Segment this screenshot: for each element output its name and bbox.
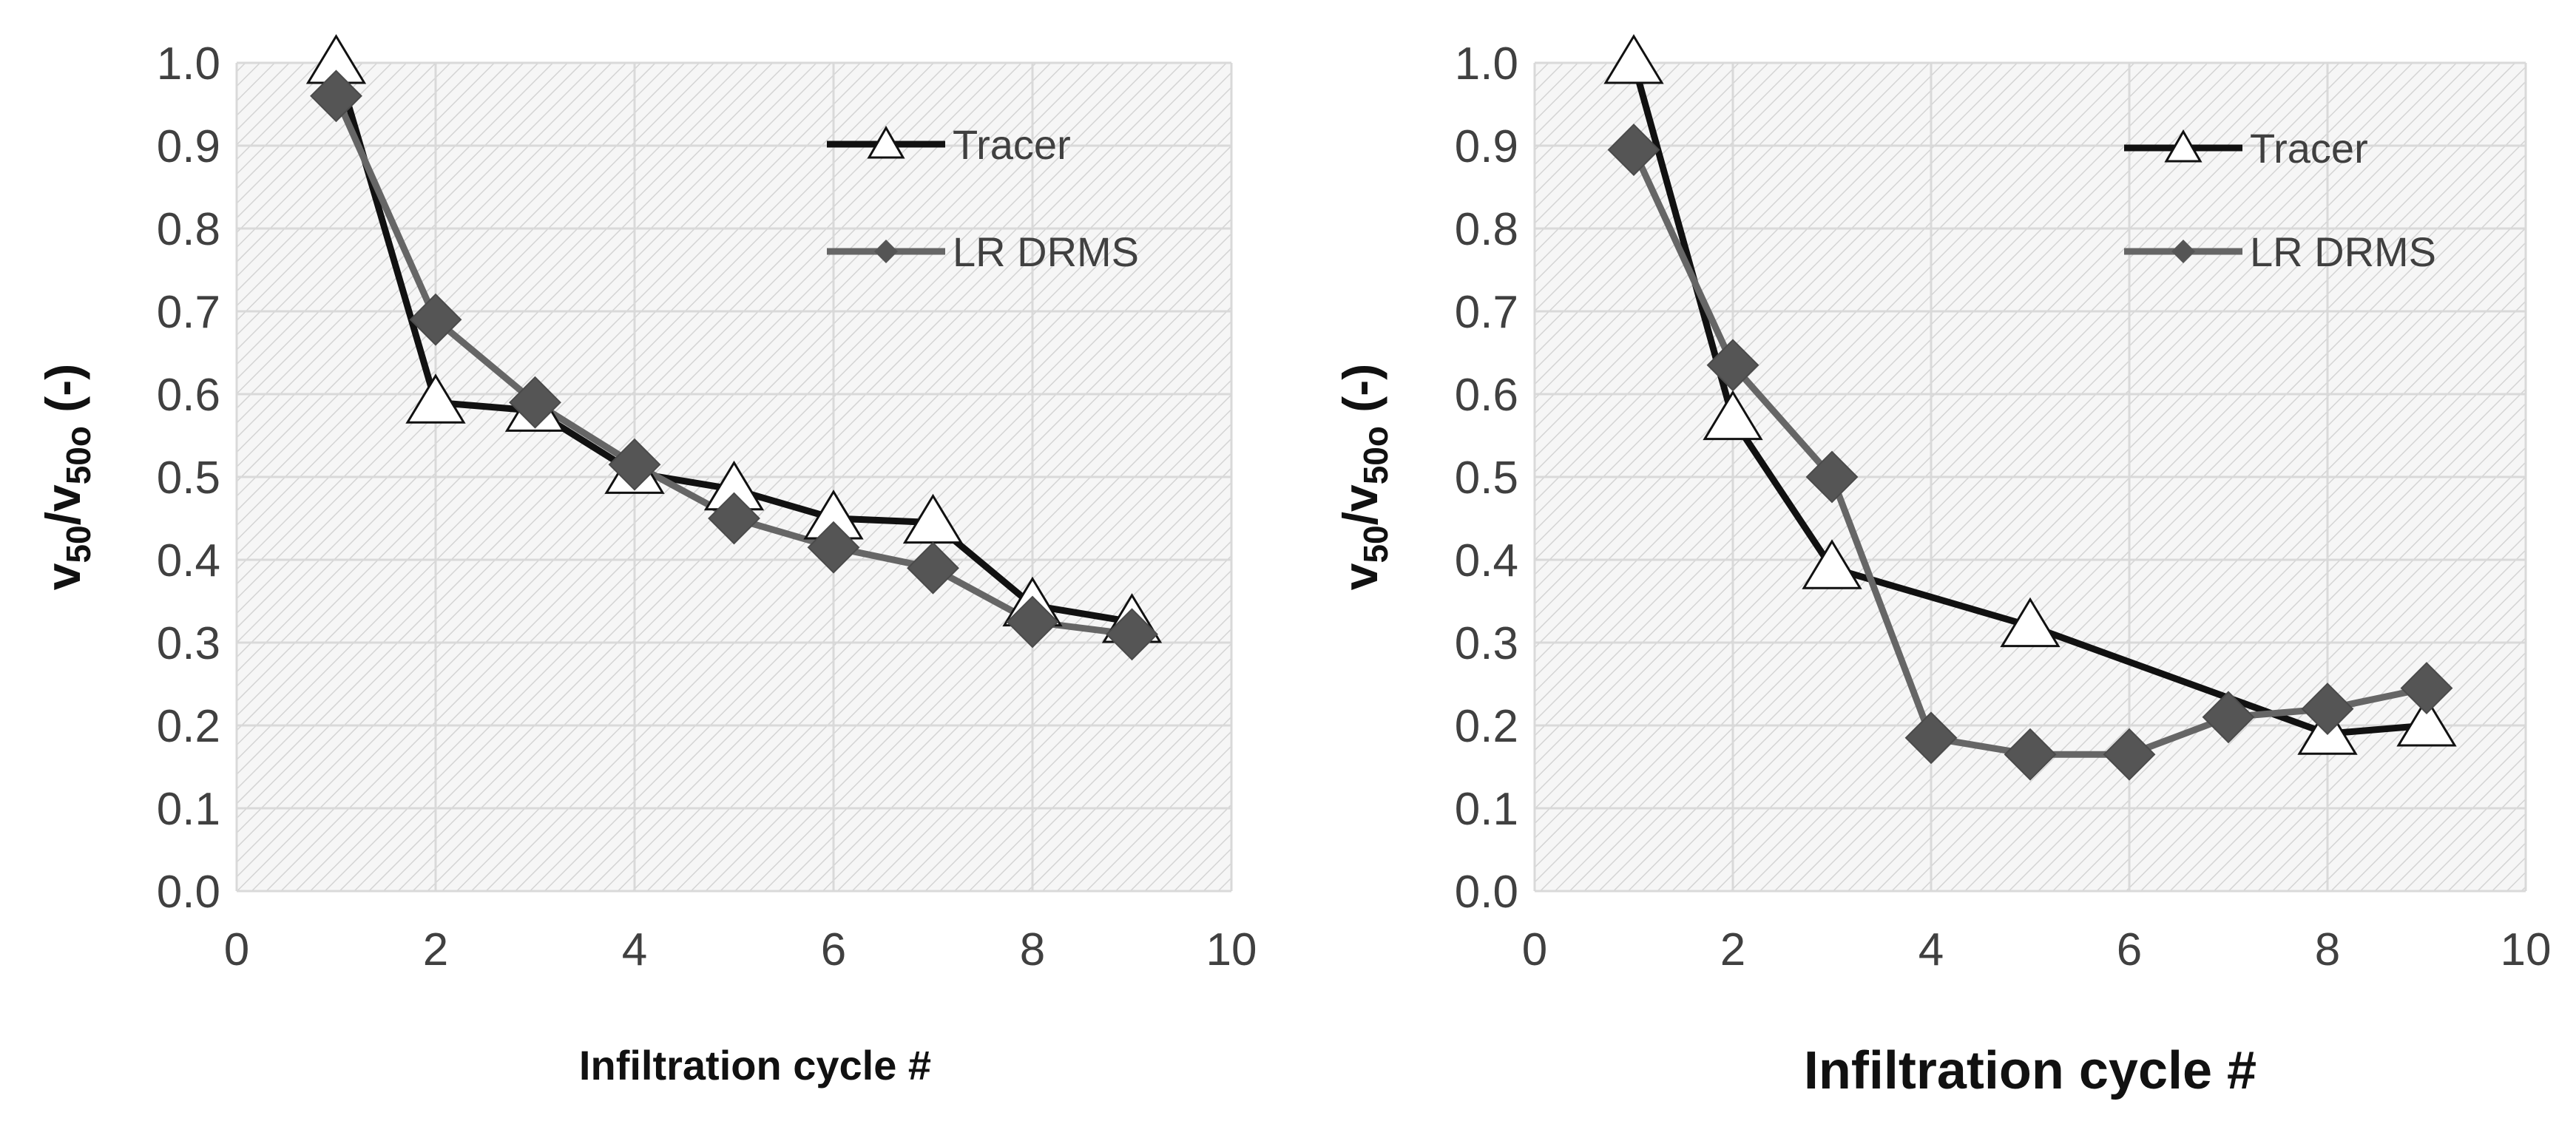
data-point-lr-drms xyxy=(1106,608,1158,661)
data-point-lr-drms xyxy=(1706,339,1759,392)
y-tick-label: 0.0 xyxy=(157,867,220,918)
y-tick-label: 0.6 xyxy=(1455,370,1518,421)
x-tick-label: 0 xyxy=(224,924,249,975)
data-point-lr-drms xyxy=(2004,728,2057,781)
data-point-lr-drms xyxy=(2103,728,2156,781)
y-axis-title: v50/v50o (-) xyxy=(36,364,98,591)
x-axis-title: Infiltration cycle # xyxy=(579,1042,931,1089)
data-point-tracer xyxy=(2000,597,2061,648)
data-point-lr-drms xyxy=(2202,691,2255,744)
data-point-tracer xyxy=(2396,697,2457,747)
data-point-lr-drms xyxy=(310,70,362,123)
series-layer xyxy=(1603,34,2457,781)
legend-label-lr-drms: LR DRMS xyxy=(2250,228,2436,275)
data-point-lr-drms xyxy=(907,541,959,595)
legend-item-lr-drms: LR DRMS xyxy=(827,228,1139,275)
y-tick-label: 1.0 xyxy=(1455,38,1518,89)
legend-item-tracer: Tracer xyxy=(827,121,1071,168)
legend-label-lr-drms: LR DRMS xyxy=(953,228,1139,275)
data-point-lr-drms xyxy=(1904,711,1958,765)
data-point-lr-drms xyxy=(1805,450,1859,504)
data-point-tracer xyxy=(405,373,466,424)
y-tick-label: 0.9 xyxy=(1455,121,1518,172)
y-tick-label: 0.4 xyxy=(1455,535,1518,586)
y-tick-label: 0.1 xyxy=(157,784,220,835)
y-tick-label: 0.1 xyxy=(1455,784,1518,835)
data-point-tracer xyxy=(1703,390,1763,441)
data-point-lr-drms xyxy=(509,376,561,429)
x-tick-label: 0 xyxy=(1522,924,1547,975)
y-tick-label: 0.2 xyxy=(1455,701,1518,752)
data-point-lr-drms xyxy=(608,438,661,491)
series-layer xyxy=(305,34,1163,661)
y-tick-label: 0.7 xyxy=(1455,287,1518,338)
x-tick-label: 8 xyxy=(1020,924,1045,975)
data-point-tracer xyxy=(1802,539,1862,589)
legend-label-tracer: Tracer xyxy=(2250,125,2368,172)
data-point-tracer xyxy=(1603,34,1664,84)
x-tick-labels: 0 2 4 6 8 10 xyxy=(224,924,1257,975)
legend-label-tracer: Tracer xyxy=(953,121,1071,168)
legend-triangle-marker xyxy=(2164,129,2203,163)
data-point-lr-drms xyxy=(409,293,462,346)
legend-item-lr-drms: LR DRMS xyxy=(2124,228,2436,275)
data-point-lr-drms xyxy=(2400,662,2453,715)
y-tick-labels: 0.0 0.1 0.2 0.3 0.4 0.5 0.6 0.7 0.8 0.9 1.0 xyxy=(1455,38,1518,918)
x-tick-label: 10 xyxy=(2501,924,2552,975)
legend-triangle-marker xyxy=(867,125,905,159)
y-tick-label: 0.8 xyxy=(1455,204,1518,255)
x-tick-label: 4 xyxy=(1919,924,1944,975)
legend-item-tracer: Tracer xyxy=(2124,125,2368,172)
legend: Tracer LR DRMS xyxy=(827,121,1139,275)
y-tick-label: 1.0 xyxy=(157,38,220,89)
chart-right: 0.0 0.1 0.2 0.3 0.4 0.5 0.6 0.7 0.8 0.9 1.0 0 2 4 6 8 1… xyxy=(1333,34,2552,1100)
data-point-lr-drms xyxy=(1607,123,1660,177)
y-tick-label: 0.6 xyxy=(157,370,220,421)
x-tick-label: 2 xyxy=(1720,924,1745,975)
y-tick-labels: 0.0 0.1 0.2 0.3 0.4 0.5 0.6 0.7 0.8 0.9 1.0 xyxy=(157,38,220,918)
chart-left: 0.0 0.1 0.2 0.3 0.4 0.5 0.6 0.7 0.8 0.9 1.0 0 2 4 6 8 1… xyxy=(36,34,1257,1089)
data-point-lr-drms xyxy=(807,521,860,574)
legend-diamond-marker xyxy=(874,240,898,263)
y-tick-label: 0.2 xyxy=(157,701,220,752)
x-tick-label: 2 xyxy=(423,924,448,975)
y-tick-label: 0.5 xyxy=(1455,453,1518,504)
y-axis-title: v50/v50o (-) xyxy=(1333,364,1395,591)
y-tick-label: 0.3 xyxy=(1455,618,1518,669)
x-axis-title: Infiltration cycle # xyxy=(1804,1041,2256,1100)
x-tick-labels: 0 2 4 6 8 10 xyxy=(1522,924,2552,975)
x-tick-label: 6 xyxy=(2117,924,2142,975)
y-tick-label: 0.4 xyxy=(157,535,220,586)
grid xyxy=(235,61,1233,893)
x-tick-label: 6 xyxy=(821,924,846,975)
legend-diamond-marker xyxy=(2171,240,2195,263)
y-tick-label: 0.7 xyxy=(157,287,220,338)
y-tick-label: 0.3 xyxy=(157,618,220,669)
y-tick-label: 0.9 xyxy=(157,121,220,172)
data-point-lr-drms xyxy=(708,492,760,545)
y-tick-label: 0.8 xyxy=(157,204,220,255)
data-point-lr-drms xyxy=(1006,595,1059,649)
data-point-lr-drms xyxy=(2301,683,2354,736)
y-tick-label: 0.5 xyxy=(157,453,220,504)
x-tick-label: 4 xyxy=(622,924,647,975)
y-tick-label: 0.0 xyxy=(1455,867,1518,918)
x-tick-label: 8 xyxy=(2315,924,2340,975)
x-tick-label: 10 xyxy=(1206,924,1257,975)
legend: Tracer LR DRMS xyxy=(2124,125,2436,275)
